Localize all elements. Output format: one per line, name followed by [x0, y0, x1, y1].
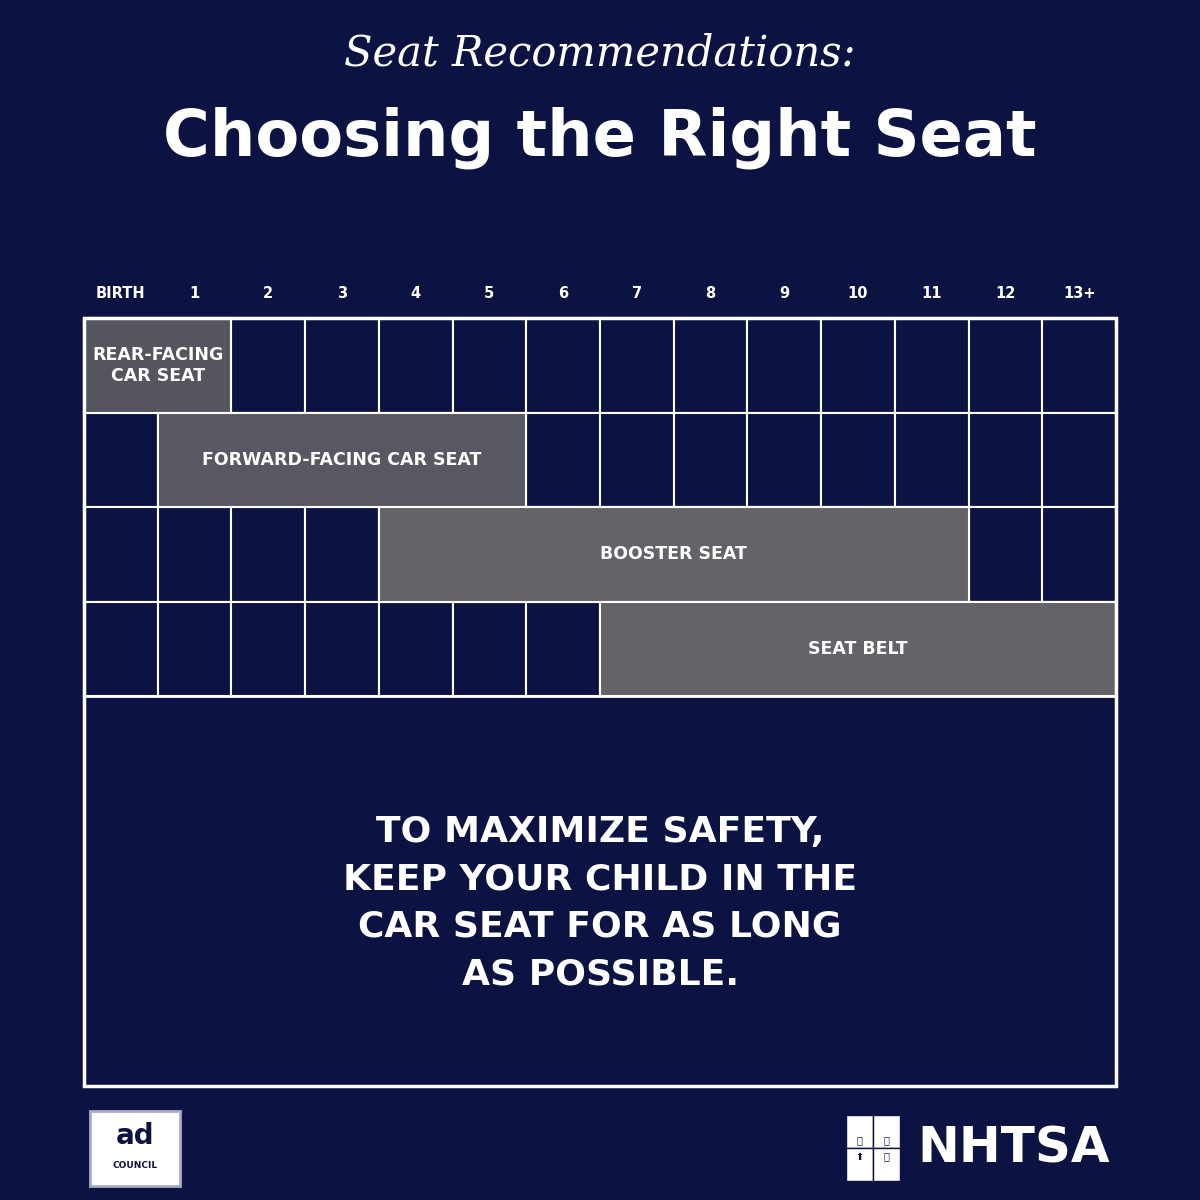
- Bar: [379, 601, 452, 696]
- Bar: [232, 318, 305, 413]
- Bar: [379, 506, 452, 601]
- Text: BIRTH: BIRTH: [96, 287, 145, 301]
- Bar: [527, 413, 600, 506]
- Bar: [895, 601, 968, 696]
- Bar: [673, 601, 748, 696]
- Bar: [600, 318, 673, 413]
- Text: NHTSA: NHTSA: [917, 1124, 1110, 1172]
- Bar: [527, 506, 600, 601]
- Bar: [846, 1116, 874, 1148]
- Text: 4: 4: [410, 287, 421, 301]
- Bar: [748, 318, 821, 413]
- Bar: [968, 318, 1043, 413]
- Bar: [600, 601, 673, 696]
- Bar: [968, 413, 1043, 506]
- Bar: [452, 601, 527, 696]
- Text: 🚗: 🚗: [857, 1135, 863, 1145]
- Bar: [821, 506, 895, 601]
- Text: TO MAXIMIZE SAFETY,
KEEP YOUR CHILD IN THE
CAR SEAT FOR AS LONG
AS POSSIBLE.: TO MAXIMIZE SAFETY, KEEP YOUR CHILD IN T…: [343, 815, 857, 991]
- Bar: [84, 413, 157, 506]
- Bar: [821, 318, 895, 413]
- Bar: [84, 601, 157, 696]
- Bar: [157, 601, 232, 696]
- Bar: [895, 318, 968, 413]
- Text: SEAT BELT: SEAT BELT: [808, 640, 908, 658]
- Bar: [90, 1111, 180, 1186]
- Bar: [821, 413, 895, 506]
- Bar: [527, 601, 600, 696]
- Text: ⭐: ⭐: [883, 1152, 889, 1162]
- Bar: [600, 506, 673, 601]
- Bar: [872, 1116, 900, 1148]
- Text: 3: 3: [337, 287, 347, 301]
- Bar: [157, 413, 527, 506]
- Text: BOOSTER SEAT: BOOSTER SEAT: [600, 545, 748, 563]
- Bar: [968, 506, 1043, 601]
- Bar: [748, 506, 821, 601]
- Bar: [527, 318, 600, 413]
- Text: ⬆: ⬆: [856, 1152, 864, 1162]
- Text: 2: 2: [263, 287, 274, 301]
- Text: 7: 7: [631, 287, 642, 301]
- Text: 1: 1: [190, 287, 199, 301]
- Bar: [452, 318, 527, 413]
- Text: 10: 10: [847, 287, 869, 301]
- Bar: [1043, 318, 1116, 413]
- Bar: [673, 318, 748, 413]
- Bar: [157, 318, 232, 413]
- Bar: [232, 413, 305, 506]
- Bar: [1043, 506, 1116, 601]
- Bar: [846, 1148, 874, 1181]
- Bar: [968, 601, 1043, 696]
- Bar: [305, 413, 379, 506]
- Bar: [84, 696, 1116, 1086]
- Bar: [305, 601, 379, 696]
- Text: Seat Recommendations:: Seat Recommendations:: [344, 32, 856, 74]
- Bar: [379, 506, 968, 601]
- Bar: [379, 318, 452, 413]
- Bar: [452, 506, 527, 601]
- Bar: [157, 413, 232, 506]
- Bar: [84, 318, 232, 413]
- Text: 8: 8: [706, 287, 715, 301]
- Bar: [821, 601, 895, 696]
- Bar: [600, 601, 1116, 696]
- Text: 9: 9: [779, 287, 790, 301]
- Bar: [305, 506, 379, 601]
- Bar: [305, 318, 379, 413]
- Text: 11: 11: [922, 287, 942, 301]
- Bar: [1043, 601, 1116, 696]
- Bar: [84, 318, 1116, 1086]
- Bar: [84, 318, 157, 413]
- Text: 🚶: 🚶: [883, 1135, 889, 1145]
- Text: 6: 6: [558, 287, 569, 301]
- Bar: [452, 413, 527, 506]
- Bar: [1043, 413, 1116, 506]
- Bar: [379, 413, 452, 506]
- Bar: [673, 413, 748, 506]
- Bar: [748, 601, 821, 696]
- Text: ad: ad: [115, 1122, 155, 1151]
- Bar: [600, 413, 673, 506]
- Text: FORWARD-FACING CAR SEAT: FORWARD-FACING CAR SEAT: [203, 451, 481, 469]
- Text: Choosing the Right Seat: Choosing the Right Seat: [163, 107, 1037, 169]
- Bar: [232, 506, 305, 601]
- Bar: [157, 506, 232, 601]
- Bar: [748, 413, 821, 506]
- Text: 12: 12: [995, 287, 1015, 301]
- Bar: [232, 601, 305, 696]
- Bar: [673, 506, 748, 601]
- Text: REAR-FACING
CAR SEAT: REAR-FACING CAR SEAT: [92, 346, 223, 385]
- Text: 5: 5: [485, 287, 494, 301]
- Bar: [895, 506, 968, 601]
- Bar: [895, 413, 968, 506]
- Bar: [872, 1148, 900, 1181]
- Text: 13+: 13+: [1063, 287, 1096, 301]
- Bar: [84, 506, 157, 601]
- Text: COUNCIL: COUNCIL: [113, 1160, 157, 1170]
